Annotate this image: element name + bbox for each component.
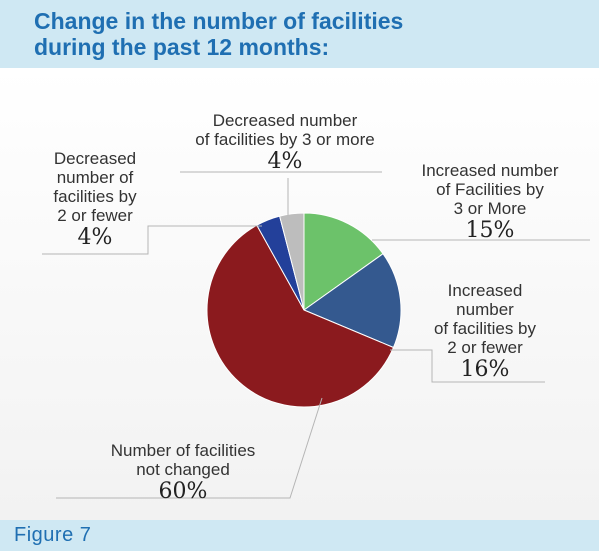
label-text-decreased-3-or-more: Decreased number of facilities by 3 or m… xyxy=(195,111,375,149)
leader-not-changed xyxy=(56,397,323,499)
label-decreased-3-or-more: Decreased number of facilities by 3 or m… xyxy=(165,92,405,194)
pie-slice-not-changed xyxy=(206,224,395,408)
value-label-increased-3-or-more: 15% xyxy=(465,218,515,243)
label-increased-3-or-more: Increased number of Facilities by 3 or M… xyxy=(400,142,580,263)
footer-band: Figure 7 xyxy=(0,520,599,551)
chart-title: Change in the number of facilities durin… xyxy=(34,8,404,60)
label-text-increased-3-or-more: Increased number of Facilities by 3 or M… xyxy=(421,161,559,218)
leader-increased-2-or-fewer xyxy=(390,349,545,383)
pie-slice-decreased-3-or-more xyxy=(279,212,305,311)
value-label-decreased-3-or-more: 4% xyxy=(267,149,303,174)
label-text-increased-2-or-fewer: Increased number of facilities by 2 or f… xyxy=(433,281,537,357)
value-label-not-changed: 60% xyxy=(158,479,208,504)
value-label-decreased-2-or-fewer: 4% xyxy=(77,225,113,250)
label-text-decreased-2-or-fewer: Decreased number of facilities by 2 or f… xyxy=(53,149,137,225)
header-band: Change in the number of facilities durin… xyxy=(0,0,599,68)
figure-label: Figure 7 xyxy=(14,524,92,546)
label-decreased-2-or-fewer: Decreased number of facilities by 2 or f… xyxy=(20,130,170,270)
label-increased-2-or-fewer: Increased number of facilities by 2 or f… xyxy=(405,262,565,402)
pie-slice-increased-2-or-fewer xyxy=(302,253,402,349)
label-text-not-changed: Number of facilities not changed xyxy=(110,441,256,479)
leader-decreased-2-or-fewer xyxy=(42,225,262,255)
label-not-changed: Number of facilities not changed 60% xyxy=(78,422,288,524)
pie-slice-increased-3-or-more xyxy=(303,212,384,311)
value-label-increased-2-or-fewer: 16% xyxy=(460,357,510,382)
